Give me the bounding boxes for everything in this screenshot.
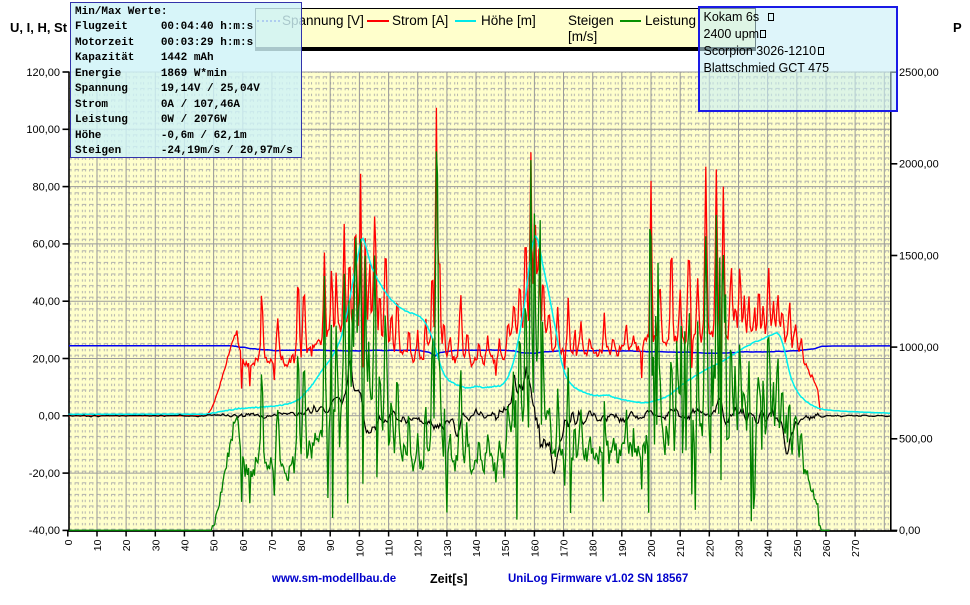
svg-text:1500,00: 1500,00 xyxy=(899,250,939,262)
svg-text:130: 130 xyxy=(442,539,454,557)
svg-text:70: 70 xyxy=(267,539,279,551)
svg-text:100: 100 xyxy=(354,539,366,557)
svg-text:150: 150 xyxy=(500,539,512,557)
svg-text:110: 110 xyxy=(384,539,396,556)
svg-text:10: 10 xyxy=(92,539,104,551)
svg-text:260: 260 xyxy=(821,539,833,557)
svg-text:-40,00: -40,00 xyxy=(29,525,60,537)
svg-text:60: 60 xyxy=(238,539,250,551)
svg-text:1000,00: 1000,00 xyxy=(899,342,939,354)
svg-text:220: 220 xyxy=(704,539,716,557)
svg-text:2500,00: 2500,00 xyxy=(899,67,939,79)
svg-text:50: 50 xyxy=(209,539,221,551)
svg-text:60,00: 60,00 xyxy=(32,239,60,251)
svg-text:80: 80 xyxy=(296,539,308,551)
svg-text:100,00: 100,00 xyxy=(26,124,60,136)
svg-text:0,00: 0,00 xyxy=(39,411,60,423)
svg-text:120: 120 xyxy=(413,539,425,557)
svg-text:170: 170 xyxy=(559,539,571,557)
svg-text:-20,00: -20,00 xyxy=(29,468,60,480)
svg-text:80,00: 80,00 xyxy=(32,181,60,193)
svg-text:140: 140 xyxy=(471,539,483,557)
svg-text:2000,00: 2000,00 xyxy=(899,159,939,171)
svg-text:0: 0 xyxy=(63,539,75,545)
svg-text:500,00: 500,00 xyxy=(899,434,933,446)
svg-text:20: 20 xyxy=(121,539,133,551)
svg-text:90: 90 xyxy=(325,539,337,551)
svg-text:180: 180 xyxy=(588,539,600,557)
svg-text:210: 210 xyxy=(675,539,687,557)
svg-text:160: 160 xyxy=(529,539,541,557)
svg-text:230: 230 xyxy=(734,539,746,557)
svg-text:190: 190 xyxy=(617,539,629,557)
svg-text:0,00: 0,00 xyxy=(899,525,920,537)
svg-text:30: 30 xyxy=(150,539,162,551)
svg-text:20,00: 20,00 xyxy=(32,353,60,365)
svg-text:270: 270 xyxy=(850,539,862,557)
svg-text:120,00: 120,00 xyxy=(26,67,60,79)
svg-text:40: 40 xyxy=(179,539,191,551)
svg-text:200: 200 xyxy=(646,539,658,557)
svg-text:250: 250 xyxy=(792,539,804,557)
svg-text:240: 240 xyxy=(763,539,775,557)
svg-text:40,00: 40,00 xyxy=(32,296,60,308)
